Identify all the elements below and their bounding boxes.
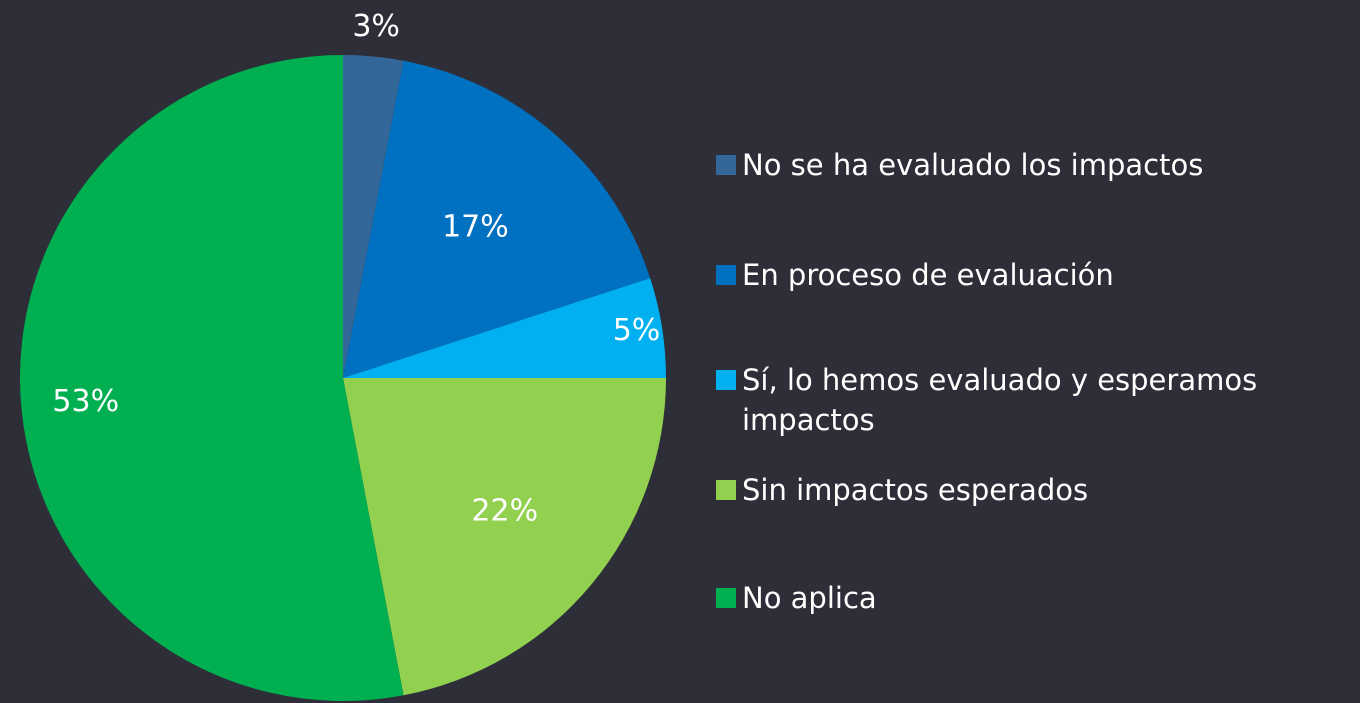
legend-label: No se ha evaluado los impactos (742, 148, 1204, 182)
legend-item: No se ha evaluado los impactos (716, 145, 1356, 185)
pie-slice (343, 60, 651, 378)
legend-item: Sí, lo hemos evaluado y esperamos impact… (716, 360, 1356, 440)
legend-label: En proceso de evaluación (742, 258, 1114, 292)
data-label: 17% (442, 209, 509, 244)
legend-swatch (716, 588, 736, 608)
data-label: 53% (52, 384, 119, 419)
legend-label: No aplica (742, 581, 877, 615)
legend-swatch (716, 480, 736, 500)
legend-swatch (716, 370, 736, 390)
pie-slice (343, 378, 666, 696)
data-label: 5% (613, 313, 661, 348)
legend-item: En proceso de evaluación (716, 255, 1356, 295)
legend-label: Sin impactos esperados (742, 473, 1089, 507)
legend-item: No aplica (716, 578, 1356, 618)
legend-swatch (716, 265, 736, 285)
legend-swatch (716, 155, 736, 175)
pie-slice (343, 278, 666, 378)
pie-slice (343, 55, 404, 378)
pie-slice (20, 54, 404, 701)
legend-item: Sin impactos esperados (716, 470, 1356, 510)
legend-label: Sí, lo hemos evaluado y esperamos impact… (742, 363, 1258, 437)
data-label: 22% (471, 493, 538, 528)
data-label: 3% (352, 9, 400, 44)
